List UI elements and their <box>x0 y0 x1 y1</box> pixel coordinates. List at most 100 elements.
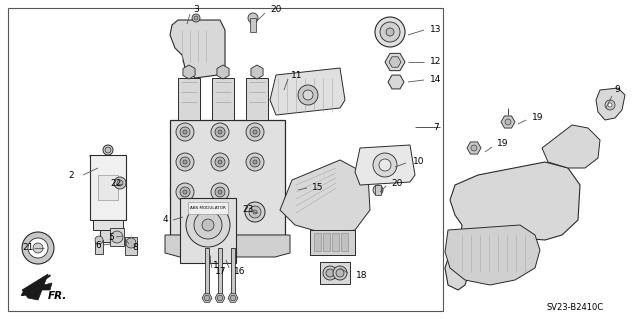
Polygon shape <box>202 294 212 302</box>
Polygon shape <box>215 294 225 302</box>
Bar <box>98 175 118 200</box>
Bar <box>100 230 116 242</box>
Circle shape <box>303 90 313 100</box>
Text: 14: 14 <box>430 76 442 85</box>
Text: 7: 7 <box>433 122 439 131</box>
Circle shape <box>246 123 264 141</box>
Polygon shape <box>228 294 238 302</box>
Polygon shape <box>183 65 195 79</box>
Circle shape <box>326 269 334 277</box>
Text: SV23-B2410C: SV23-B2410C <box>547 303 604 313</box>
Circle shape <box>180 187 190 197</box>
Text: 1: 1 <box>213 261 219 270</box>
Bar <box>180 198 236 263</box>
Text: 2: 2 <box>68 170 74 180</box>
Text: 10: 10 <box>413 158 424 167</box>
Bar <box>170 120 285 235</box>
Text: 15: 15 <box>312 183 323 192</box>
Polygon shape <box>467 142 481 154</box>
Circle shape <box>180 127 190 137</box>
Circle shape <box>28 238 48 258</box>
Circle shape <box>114 177 126 189</box>
Text: 22: 22 <box>110 180 121 189</box>
Circle shape <box>253 160 257 164</box>
Circle shape <box>194 211 222 239</box>
Circle shape <box>380 22 400 42</box>
Circle shape <box>250 157 260 167</box>
Bar <box>310 230 355 255</box>
Text: 17: 17 <box>215 268 227 277</box>
Text: FR.: FR. <box>48 291 67 301</box>
Polygon shape <box>270 68 345 115</box>
Circle shape <box>605 100 615 110</box>
Polygon shape <box>280 160 370 235</box>
Text: 3: 3 <box>193 5 199 14</box>
Circle shape <box>33 243 43 253</box>
Bar <box>93 220 123 230</box>
Text: ABS MODULATOR: ABS MODULATOR <box>190 206 226 210</box>
Circle shape <box>111 231 123 243</box>
Text: 16: 16 <box>234 268 246 277</box>
Polygon shape <box>217 295 223 300</box>
Circle shape <box>608 103 612 107</box>
Text: 20: 20 <box>270 5 282 14</box>
Bar <box>90 155 126 220</box>
Circle shape <box>248 13 258 23</box>
Polygon shape <box>165 235 290 257</box>
Polygon shape <box>389 57 401 67</box>
Circle shape <box>505 119 511 125</box>
Bar <box>250 18 256 32</box>
Polygon shape <box>251 65 263 79</box>
Polygon shape <box>22 274 52 300</box>
Circle shape <box>245 202 265 222</box>
Circle shape <box>333 266 347 280</box>
Text: 20: 20 <box>391 179 403 188</box>
Bar <box>212 78 234 120</box>
Circle shape <box>373 153 397 177</box>
Polygon shape <box>542 125 600 168</box>
Circle shape <box>183 190 187 194</box>
Bar <box>323 233 330 251</box>
Circle shape <box>215 187 225 197</box>
Bar <box>218 248 222 296</box>
Circle shape <box>105 147 111 153</box>
Bar <box>314 233 321 251</box>
Circle shape <box>211 183 229 201</box>
Circle shape <box>186 203 230 247</box>
Polygon shape <box>204 295 210 300</box>
Text: 12: 12 <box>430 56 442 65</box>
Circle shape <box>471 145 477 151</box>
Circle shape <box>192 14 200 22</box>
Circle shape <box>246 153 264 171</box>
Circle shape <box>126 238 136 248</box>
Polygon shape <box>230 295 236 300</box>
Polygon shape <box>501 116 515 128</box>
Bar <box>110 228 124 246</box>
Bar <box>246 78 268 120</box>
Circle shape <box>336 269 344 277</box>
Circle shape <box>176 153 194 171</box>
Circle shape <box>176 183 194 201</box>
Circle shape <box>180 157 190 167</box>
Circle shape <box>95 236 103 244</box>
Circle shape <box>298 85 318 105</box>
Text: 4: 4 <box>163 216 168 225</box>
Polygon shape <box>596 88 625 120</box>
Circle shape <box>218 190 222 194</box>
Text: 9: 9 <box>614 85 620 94</box>
Polygon shape <box>170 20 225 78</box>
Circle shape <box>211 153 229 171</box>
Text: 21: 21 <box>22 242 33 251</box>
Polygon shape <box>445 225 540 285</box>
Circle shape <box>218 130 222 134</box>
Circle shape <box>183 130 187 134</box>
Polygon shape <box>385 53 405 71</box>
Text: 5: 5 <box>108 234 114 242</box>
Circle shape <box>375 17 405 47</box>
Circle shape <box>202 219 214 231</box>
Circle shape <box>183 160 187 164</box>
Bar <box>125 237 137 255</box>
Circle shape <box>253 210 257 214</box>
Bar <box>341 233 348 251</box>
Text: 13: 13 <box>430 25 442 33</box>
